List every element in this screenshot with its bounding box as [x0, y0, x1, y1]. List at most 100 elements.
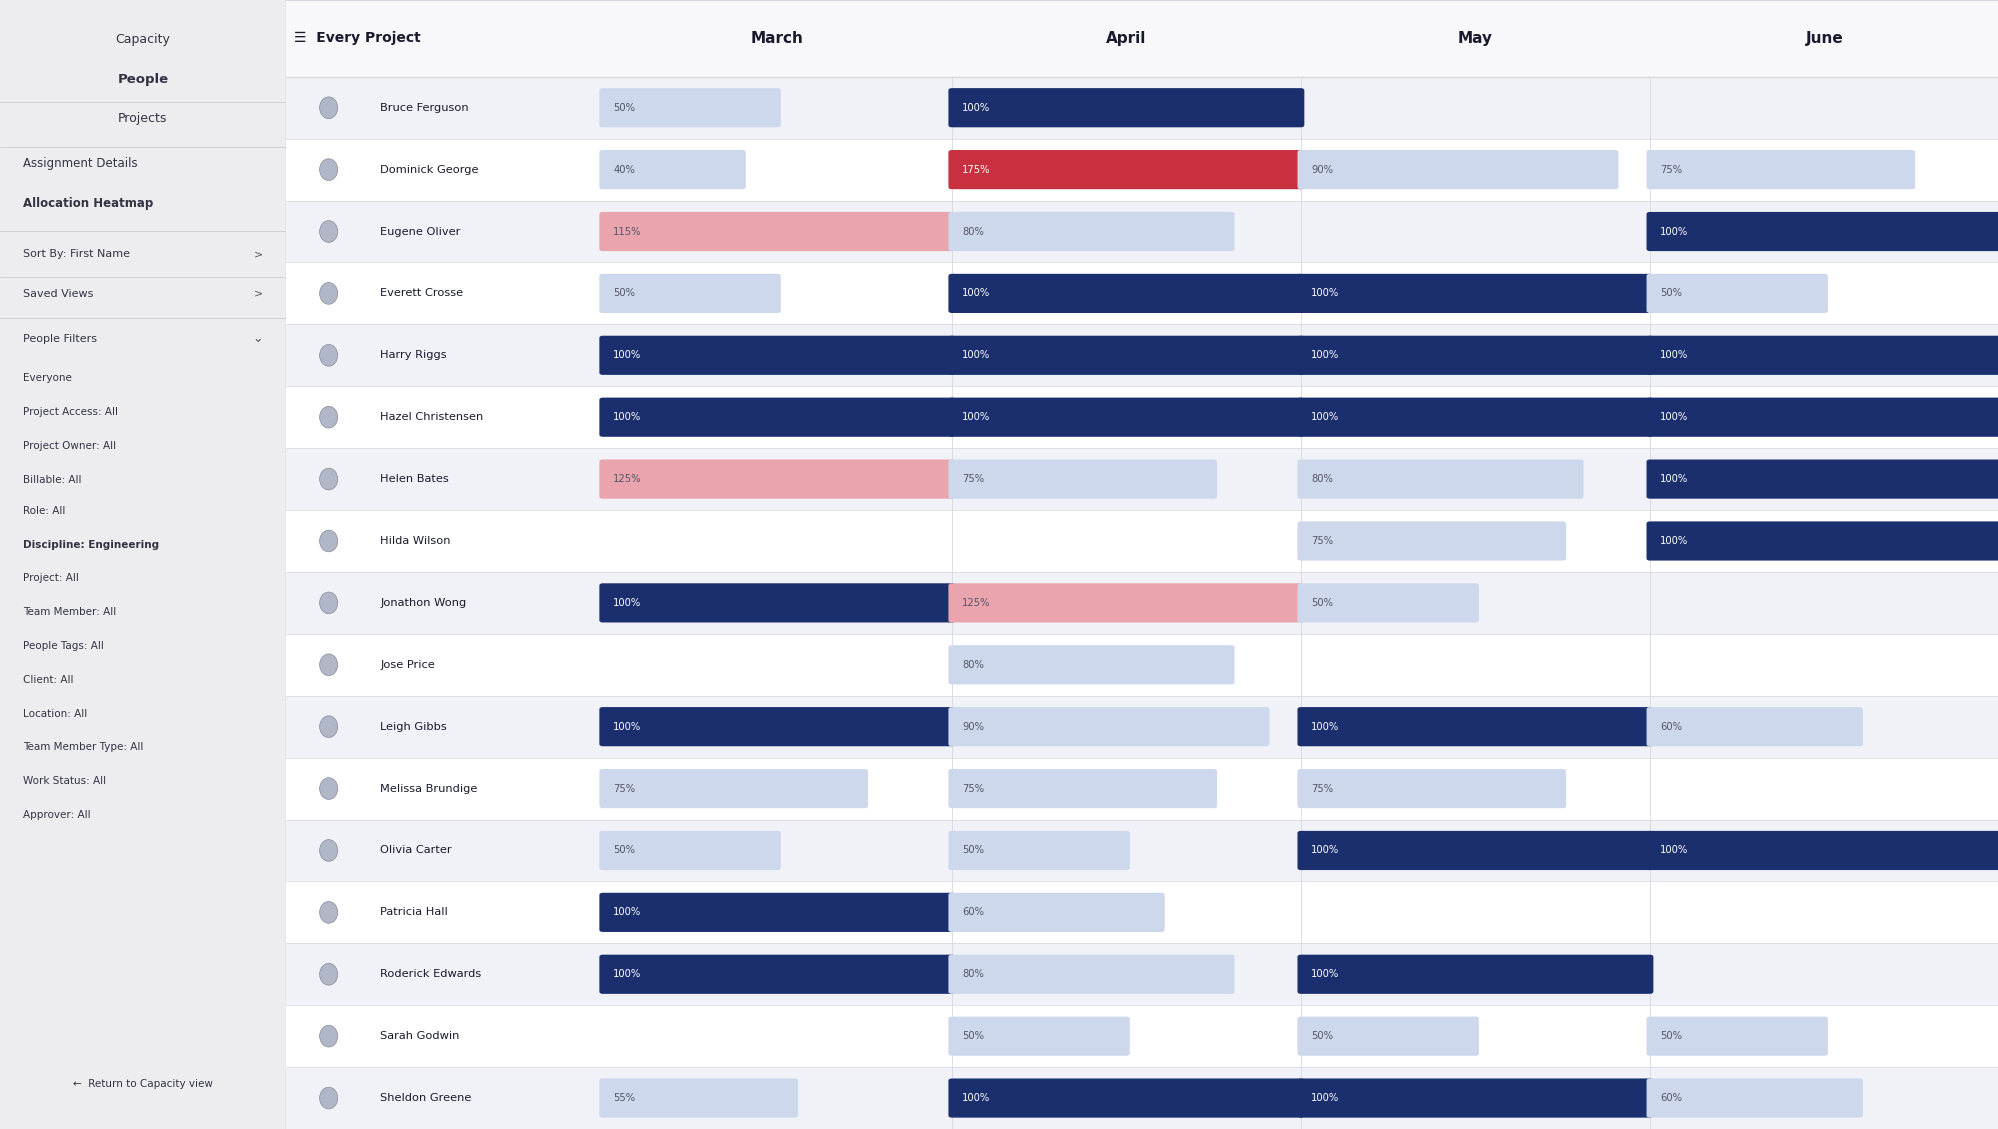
Text: Bruce Ferguson: Bruce Ferguson: [380, 103, 468, 113]
Text: Project Access: All: Project Access: All: [22, 408, 118, 417]
Text: Everyone: Everyone: [22, 374, 72, 383]
FancyBboxPatch shape: [1297, 1078, 1652, 1118]
Text: Approver: All: Approver: All: [22, 811, 90, 820]
FancyBboxPatch shape: [599, 1078, 797, 1118]
Bar: [286, 510, 1998, 572]
Text: 50%: 50%: [613, 846, 635, 856]
Text: 100%: 100%: [1311, 1093, 1339, 1103]
FancyBboxPatch shape: [1297, 707, 1652, 746]
Bar: [286, 944, 1998, 1005]
Text: Billable: All: Billable: All: [22, 475, 82, 484]
FancyBboxPatch shape: [599, 831, 781, 870]
Text: Client: All: Client: All: [22, 675, 74, 684]
Text: 50%: 50%: [961, 846, 983, 856]
Text: 100%: 100%: [613, 970, 641, 979]
FancyBboxPatch shape: [947, 955, 1235, 994]
Text: 60%: 60%: [961, 908, 983, 918]
Text: March: March: [751, 30, 803, 46]
Text: 100%: 100%: [1311, 721, 1339, 732]
FancyBboxPatch shape: [947, 335, 1303, 375]
Text: 100%: 100%: [961, 350, 989, 360]
Text: 100%: 100%: [613, 598, 641, 607]
Text: Capacity: Capacity: [116, 33, 170, 46]
Ellipse shape: [320, 778, 338, 799]
FancyBboxPatch shape: [1646, 150, 1914, 190]
FancyBboxPatch shape: [947, 1016, 1129, 1056]
Text: 75%: 75%: [961, 784, 983, 794]
Text: People: People: [118, 72, 168, 86]
Text: April: April: [1105, 30, 1147, 46]
FancyBboxPatch shape: [599, 584, 955, 622]
Text: 50%: 50%: [1660, 1031, 1682, 1041]
FancyBboxPatch shape: [947, 460, 1217, 499]
FancyBboxPatch shape: [599, 769, 867, 808]
Text: >: >: [254, 250, 264, 259]
Text: 80%: 80%: [961, 227, 983, 236]
Ellipse shape: [320, 1025, 338, 1047]
Text: 100%: 100%: [961, 103, 989, 113]
Text: 100%: 100%: [613, 908, 641, 918]
FancyBboxPatch shape: [947, 150, 1303, 190]
Text: Olivia Carter: Olivia Carter: [380, 846, 452, 856]
Ellipse shape: [320, 97, 338, 119]
Text: 40%: 40%: [613, 165, 635, 175]
Text: Eugene Oliver: Eugene Oliver: [380, 227, 460, 236]
FancyBboxPatch shape: [1297, 584, 1479, 622]
Text: 100%: 100%: [613, 412, 641, 422]
Text: 100%: 100%: [961, 412, 989, 422]
FancyBboxPatch shape: [1646, 831, 1998, 870]
Bar: [286, 1067, 1998, 1129]
Text: Helen Bates: Helen Bates: [380, 474, 450, 484]
FancyBboxPatch shape: [947, 88, 1303, 128]
FancyBboxPatch shape: [1297, 335, 1652, 375]
FancyBboxPatch shape: [599, 893, 955, 931]
Text: 100%: 100%: [1660, 536, 1688, 546]
Text: 80%: 80%: [1311, 474, 1333, 484]
Text: Harry Riggs: Harry Riggs: [380, 350, 446, 360]
Text: 50%: 50%: [1311, 598, 1333, 607]
Bar: [286, 262, 1998, 324]
FancyBboxPatch shape: [1297, 150, 1618, 190]
Text: 100%: 100%: [1311, 350, 1339, 360]
Text: Assignment Details: Assignment Details: [22, 157, 138, 170]
Text: 100%: 100%: [961, 288, 989, 298]
Text: Dominick George: Dominick George: [380, 165, 478, 175]
FancyBboxPatch shape: [947, 769, 1217, 808]
Text: Location: All: Location: All: [22, 709, 88, 718]
Bar: [286, 201, 1998, 262]
FancyBboxPatch shape: [1646, 460, 1998, 499]
Text: Hilda Wilson: Hilda Wilson: [380, 536, 450, 546]
Text: Everett Crosse: Everett Crosse: [380, 288, 464, 298]
Text: 100%: 100%: [1660, 846, 1688, 856]
FancyBboxPatch shape: [947, 584, 1303, 622]
Ellipse shape: [320, 840, 338, 861]
Text: Jose Price: Jose Price: [380, 659, 436, 669]
Text: 80%: 80%: [961, 659, 983, 669]
Text: 60%: 60%: [1660, 1093, 1682, 1103]
FancyBboxPatch shape: [947, 1078, 1303, 1118]
Ellipse shape: [320, 654, 338, 675]
FancyBboxPatch shape: [1646, 707, 1862, 746]
Text: Team Member: All: Team Member: All: [22, 607, 116, 616]
Text: 50%: 50%: [1311, 1031, 1333, 1041]
Ellipse shape: [320, 531, 338, 552]
Text: 100%: 100%: [613, 350, 641, 360]
FancyBboxPatch shape: [1297, 460, 1582, 499]
Text: 100%: 100%: [961, 1093, 989, 1103]
Text: 75%: 75%: [1311, 784, 1333, 794]
Ellipse shape: [320, 159, 338, 181]
Bar: [286, 882, 1998, 944]
FancyBboxPatch shape: [599, 335, 955, 375]
Text: Project Owner: All: Project Owner: All: [22, 441, 116, 450]
FancyBboxPatch shape: [599, 88, 781, 128]
FancyBboxPatch shape: [947, 212, 1235, 251]
Text: 100%: 100%: [1311, 846, 1339, 856]
FancyBboxPatch shape: [947, 645, 1235, 684]
Text: Hazel Christensen: Hazel Christensen: [380, 412, 484, 422]
Text: 100%: 100%: [1660, 227, 1688, 236]
FancyBboxPatch shape: [599, 397, 955, 437]
FancyBboxPatch shape: [1297, 522, 1564, 561]
Text: 75%: 75%: [613, 784, 635, 794]
Text: 80%: 80%: [961, 970, 983, 979]
Text: 100%: 100%: [1660, 412, 1688, 422]
